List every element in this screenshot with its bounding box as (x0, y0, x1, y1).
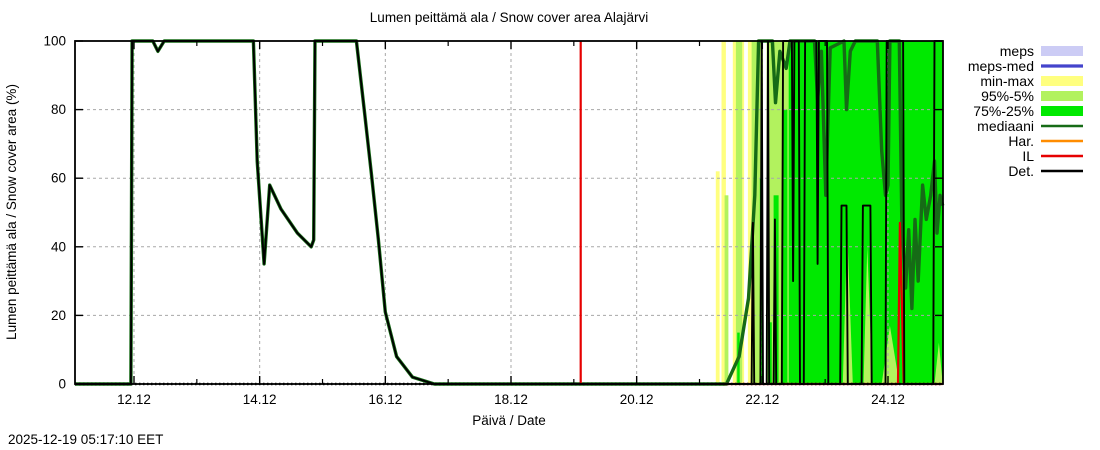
y-tick-label: 20 (51, 308, 66, 323)
legend: mepsmeps-medmin-max95%-5%75%-25%mediaani… (968, 43, 1083, 179)
legend-item-95-5-: 95%-5% (981, 88, 1083, 104)
legend-label: Det. (1008, 163, 1034, 179)
legend-label: 75%-25% (973, 103, 1034, 119)
legend-label: Har. (1008, 133, 1034, 149)
legend-swatch-band (1041, 46, 1083, 56)
y-axis-label: Lumen peittämä ala / Snow cover area (%) (4, 84, 19, 340)
legend-item-il: IL (1022, 148, 1083, 164)
x-tick-label: 16.12 (368, 392, 402, 407)
band-mound (934, 342, 943, 384)
x-tick-label: 12.12 (117, 392, 151, 407)
legend-swatch-band (1041, 76, 1083, 86)
x-tick-label: 14.12 (243, 392, 277, 407)
chart-title: Lumen peittämä ala / Snow cover area Ala… (370, 10, 648, 25)
legend-label: meps-med (968, 58, 1034, 74)
legend-item-det-: Det. (1008, 163, 1083, 179)
band-95%-5% (724, 195, 729, 384)
legend-item-min-max: min-max (980, 73, 1083, 89)
legend-item-75-25-: 75%-25% (973, 103, 1083, 119)
legend-swatch-band (1041, 106, 1083, 116)
legend-label: 95%-5% (981, 88, 1034, 104)
legend-item-mediaani: mediaani (977, 118, 1083, 134)
y-tick-label: 0 (58, 377, 66, 392)
band-min-max (721, 41, 726, 384)
x-tick-label: 24.12 (871, 392, 905, 407)
x-tick-label: 18.12 (494, 392, 528, 407)
legend-label: IL (1022, 148, 1034, 164)
timestamp: 2025-12-19 05:17:10 EET (8, 432, 163, 447)
x-tick-label: 20.12 (620, 392, 654, 407)
band-min-max (715, 171, 720, 384)
x-axis-label: Päivä / Date (472, 413, 546, 428)
legend-item-meps: meps (1000, 43, 1083, 59)
band-95%-5% (735, 41, 743, 384)
legend-item-har-: Har. (1008, 133, 1083, 149)
band-95%-5% (751, 41, 763, 384)
y-tick-label: 100 (43, 34, 66, 49)
legend-swatch-band (1041, 91, 1083, 101)
y-tick-label: 40 (51, 239, 66, 254)
legend-label: min-max (980, 73, 1034, 89)
y-tick-label: 80 (51, 102, 66, 117)
plot-area: 12.12 14.12 16.12 18.12 20.12 22.12 24.12 0 20 40… (43, 34, 945, 407)
legend-label: mediaani (977, 118, 1034, 134)
x-tick-label: 22.12 (745, 392, 779, 407)
legend-item-meps-med: meps-med (968, 58, 1083, 74)
y-tick-label: 60 (51, 171, 66, 186)
plot-border (74, 40, 944, 385)
legend-label: meps (1000, 43, 1034, 59)
